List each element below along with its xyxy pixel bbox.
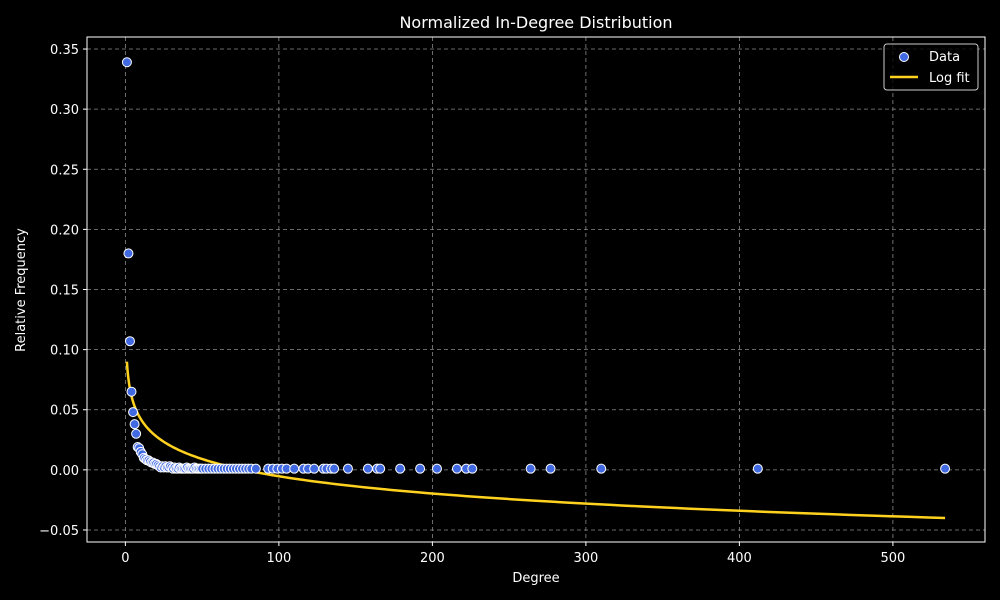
data-point: [467, 463, 478, 474]
x-tick-label: 200: [420, 551, 445, 566]
y-tick-label: 0.10: [50, 344, 79, 359]
data-point: [128, 407, 139, 418]
x-axis-label: Degree: [512, 571, 559, 586]
x-axis-ticks: 0 100 200 300 400 500: [121, 542, 905, 566]
data-point: [131, 428, 142, 439]
y-axis-label: Relative Frequency: [14, 228, 29, 352]
data-point: [545, 463, 556, 474]
data-point: [126, 386, 137, 397]
data-point: [121, 57, 132, 68]
data-point: [752, 463, 763, 474]
y-tick-label: 0.15: [50, 284, 79, 299]
data-point: [375, 463, 386, 474]
y-tick-label: 0.35: [50, 43, 79, 58]
data-point: [289, 463, 300, 474]
data-point: [329, 463, 340, 474]
y-tick-label: 0.00: [50, 464, 79, 479]
data-point: [309, 463, 320, 474]
data-point: [342, 463, 353, 474]
y-tick-label: 0.25: [50, 163, 79, 178]
x-tick-label: 400: [727, 551, 752, 566]
legend-data-marker: [899, 52, 909, 62]
data-point: [250, 463, 261, 474]
legend-fit-label: Log fit: [929, 71, 970, 86]
y-axis-ticks: −0.05 0.00 0.05 0.10 0.15 0.20 0.25 0.30 0.35: [39, 43, 87, 539]
data-point: [395, 463, 406, 474]
x-tick-label: 300: [573, 551, 598, 566]
y-tick-label: 0.20: [50, 223, 79, 238]
data-point: [124, 336, 135, 347]
grid: [87, 37, 985, 542]
data-point: [415, 463, 426, 474]
data-point: [431, 463, 442, 474]
chart-title: Normalized In-Degree Distribution: [399, 13, 672, 32]
data-point: [596, 463, 607, 474]
scatter-points: [121, 57, 951, 474]
y-tick-label: 0.05: [50, 404, 79, 419]
x-tick-label: 0: [121, 551, 129, 566]
y-tick-label: 0.30: [50, 103, 79, 118]
y-tick-label: −0.05: [39, 524, 79, 539]
legend: Data Log fit: [883, 43, 979, 91]
data-point: [129, 419, 140, 430]
data-point: [362, 463, 373, 474]
data-point: [940, 463, 951, 474]
x-tick-label: 500: [880, 551, 905, 566]
data-point: [525, 463, 536, 474]
data-point: [451, 463, 462, 474]
x-tick-label: 100: [266, 551, 291, 566]
data-point: [123, 248, 134, 259]
legend-data-label: Data: [929, 50, 960, 65]
